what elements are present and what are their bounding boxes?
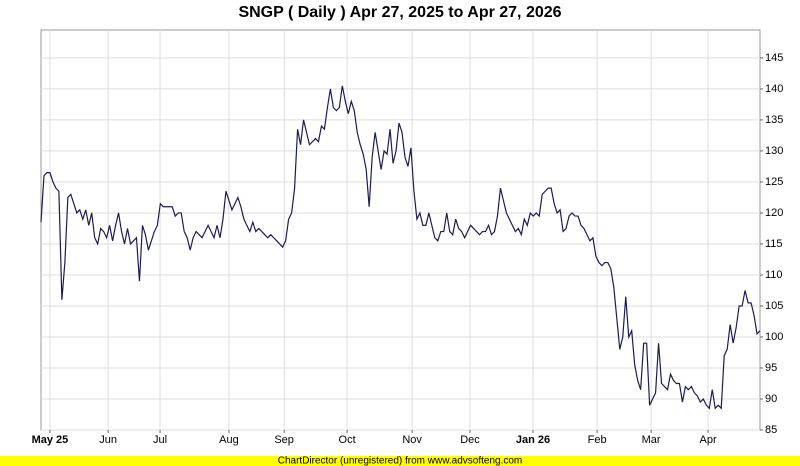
chart-title: SNGP ( Daily ) Apr 27, 2025 to Apr 27, 2… (238, 4, 561, 21)
footer: ChartDirector (unregistered) from www.ad… (278, 456, 523, 466)
y-tick-label: 85 (765, 424, 777, 436)
x-tick-label: Feb (588, 434, 607, 446)
price-line (40, 85, 761, 410)
x-tick-label: Nov (402, 434, 422, 446)
x-tick-label: Aug (219, 434, 239, 446)
x-tick-label: Mar (642, 434, 661, 446)
y-tick-label: 130 (765, 145, 783, 157)
y-tick-label: 135 (765, 114, 783, 126)
x-tick-label: Dec (460, 434, 480, 446)
y-tick-label: 115 (765, 238, 783, 250)
y-tick-label: 110 (765, 269, 783, 281)
y-tick-label: 105 (765, 300, 783, 312)
x-tick-label: Oct (339, 434, 356, 446)
y-tick-label: 100 (765, 331, 783, 343)
x-tick-label: May 25 (32, 434, 69, 446)
x-tick-label: Jan 26 (516, 434, 550, 446)
footer-bar (0, 456, 800, 466)
y-tick-label: 145 (765, 52, 783, 64)
x-tick-label: Jul (153, 434, 167, 446)
y-tick-label: 120 (765, 207, 783, 219)
y-tick-label: 90 (765, 393, 777, 405)
x-tick-label: Apr (700, 434, 717, 446)
y-tick-label: 95 (765, 362, 777, 374)
y-tick-label: 125 (765, 176, 783, 188)
x-tick-label: Jun (99, 434, 117, 446)
y-tick-label: 140 (765, 83, 783, 95)
plot-area (40, 29, 761, 431)
x-tick-label: Sep (274, 434, 294, 446)
